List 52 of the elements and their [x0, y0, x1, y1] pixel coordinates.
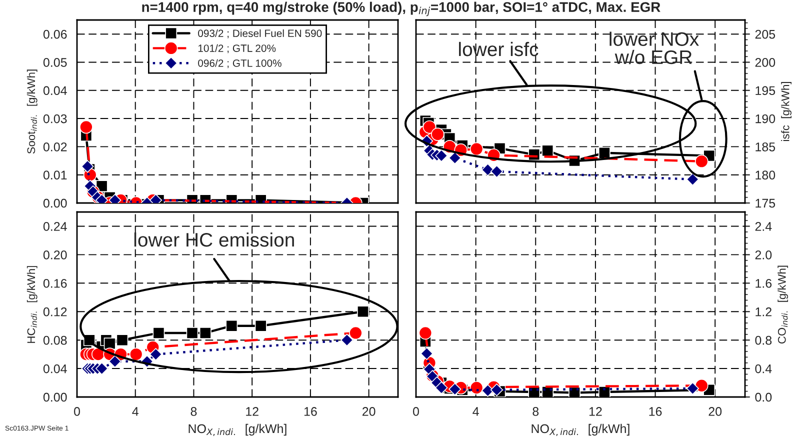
chart-title: n=1400 rpm, q=40 mg/stroke (50% load), p$_{inj}$=1000 bar, SOI=1° aTDC, Max. EGR [142, 2, 660, 16]
y-tick-label: 0.16 [43, 278, 67, 288]
y-tick-label: 0.03 [43, 114, 67, 124]
y-tick-label: 180 [756, 170, 776, 180]
y-tick-label: 0.02 [43, 142, 67, 152]
text: NO$_{X,indi.}$ [g/kWh] [188, 424, 286, 436]
text: HC$_{indi.}$ [g/kWh] [26, 266, 38, 343]
y-tick-label: 0.06 [43, 30, 67, 39]
y-tick-label: 0.00 [43, 392, 67, 402]
text: NO$_{X,indi.}$ [g/kWh] [532, 424, 630, 436]
x-tick-label: 16 [304, 407, 317, 416]
y-tick-label: 1.2 [756, 307, 772, 316]
y-tick-label: 0.00 [43, 198, 67, 208]
y-tick-label: 200 [755, 58, 776, 67]
x-tick-label: 12 [589, 407, 602, 416]
y-tick-label: 0.08 [43, 336, 67, 345]
x-tick-label: 8 [532, 407, 539, 416]
legend-label: 101/2 ; GTL 20% [198, 44, 276, 54]
y-tick-label: 190 [756, 114, 776, 124]
y-tick-label: 0.20 [43, 250, 67, 260]
y-tick-label: 2.4 [755, 222, 772, 231]
x-tick-label: 4 [472, 407, 479, 416]
y-axis-title: isfc [g/kWh] [781, 82, 792, 142]
y-tick-label: 0.4 [755, 364, 772, 374]
text: Soot$_{indi.}$ [g/kWh] [26, 70, 38, 154]
annotation: lower isfc [459, 42, 538, 56]
y-tick-label: 205 [755, 30, 776, 39]
y-tick-label: 0.01 [43, 170, 67, 180]
y-tick-label: 0.05 [43, 58, 67, 67]
y-tick-label: 0.8 [755, 336, 772, 345]
y-tick-label: 2.0 [755, 250, 772, 260]
x-tick-label: 16 [649, 407, 662, 416]
y-tick-label: 0.12 [43, 307, 67, 316]
x-tick-label: 8 [190, 407, 197, 416]
y-tick-label: 0.04 [43, 364, 67, 374]
x-tick-label: 20 [362, 407, 376, 416]
x-tick-label: 4 [132, 407, 138, 416]
x-tick-label: 0 [413, 407, 419, 416]
y-tick-label: 185 [756, 142, 776, 152]
annotation: lower NOx w/o EGR [610, 32, 699, 64]
y-tick-label: 1.6 [756, 278, 772, 288]
text: CO$_{indi.}$ [g/kWh] [778, 266, 788, 344]
x-tick-label: 20 [708, 407, 722, 416]
legend-label: 096/2 ; GTL 100% [198, 59, 282, 68]
x-tick-label: 0 [74, 407, 80, 416]
y-tick-label: 175 [756, 198, 776, 208]
y-tick-label: 0.04 [43, 86, 67, 96]
legend-label: 093/2 ; Diesel Fuel EN 590 [198, 29, 322, 38]
y-tick-label: 195 [756, 86, 776, 96]
x-tick-label: 12 [246, 407, 258, 416]
y-tick-label: 0.0 [755, 392, 772, 402]
y-tick-label: 0.24 [43, 222, 67, 231]
